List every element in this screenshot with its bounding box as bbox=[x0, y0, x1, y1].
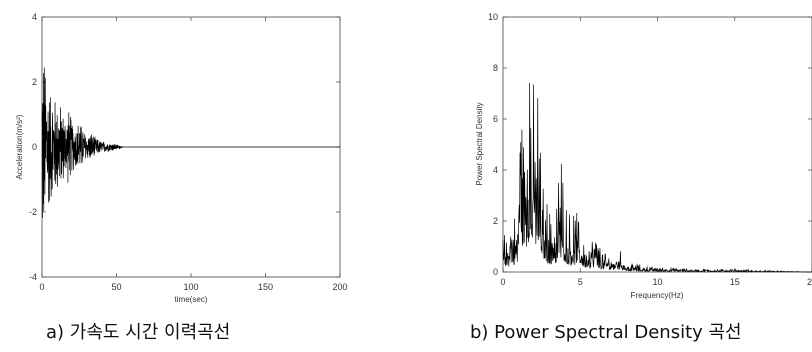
acceleration-x-tick-label: 100 bbox=[183, 282, 198, 292]
psd-x-tick-label: 10 bbox=[652, 277, 662, 287]
acceleration-x-tick-label: 0 bbox=[39, 282, 44, 292]
acceleration-y-tick-label: 2 bbox=[32, 77, 37, 87]
psd-y-tick-label: 0 bbox=[493, 267, 498, 277]
acceleration-x-label: time(sec) bbox=[175, 295, 208, 304]
acceleration-series-line bbox=[41, 67, 340, 218]
psd-ticks: 0 5 10 15 20 0 2 4 6 8 10 bbox=[488, 12, 812, 287]
psd-y-tick-label: 10 bbox=[488, 12, 498, 22]
psd-y-tick-label: 8 bbox=[493, 63, 498, 73]
acceleration-y-tick-label: 0 bbox=[32, 142, 37, 152]
acceleration-caption: a) 가속도 시간 이력곡선 bbox=[46, 322, 230, 343]
acceleration-y-tick-label: -4 bbox=[29, 272, 37, 282]
acceleration-x-tick-label: 50 bbox=[111, 282, 121, 292]
psd-x-tick-label: 15 bbox=[730, 277, 740, 287]
acceleration-y-tick-label: 4 bbox=[32, 12, 37, 22]
acceleration-ticks: 0 50 100 150 200 -4 -2 0 2 4 bbox=[29, 12, 348, 292]
psd-x-tick-label: 0 bbox=[500, 277, 505, 287]
acceleration-chart: 0 50 100 150 200 -4 -2 0 2 4 time(sec) Accelerati… bbox=[15, 12, 348, 343]
psd-y-tick-label: 2 bbox=[493, 216, 498, 226]
psd-trace bbox=[502, 82, 812, 273]
psd-y-tick-label: 4 bbox=[493, 165, 498, 175]
acceleration-x-tick-label: 150 bbox=[258, 282, 273, 292]
psd-y-tick-label: 6 bbox=[493, 114, 498, 124]
psd-series-line bbox=[502, 82, 812, 273]
psd-caption: b) Power Spectral Density 곡선 bbox=[470, 322, 742, 343]
psd-chart: 0 5 10 15 20 0 2 4 6 8 10 Frequency(Hz) Power Spec… bbox=[470, 12, 812, 343]
acceleration-y-label: Acceleration(m/s²) bbox=[15, 114, 24, 179]
psd-x-tick-label: 5 bbox=[578, 277, 583, 287]
acceleration-x-tick-label: 200 bbox=[332, 282, 347, 292]
psd-x-tick-label: 20 bbox=[807, 277, 812, 287]
acceleration-trace bbox=[41, 67, 340, 218]
psd-x-label: Frequency(Hz) bbox=[631, 291, 684, 300]
psd-y-label: Power Spectral Density bbox=[475, 102, 484, 185]
acceleration-y-tick-label: -2 bbox=[29, 207, 37, 217]
